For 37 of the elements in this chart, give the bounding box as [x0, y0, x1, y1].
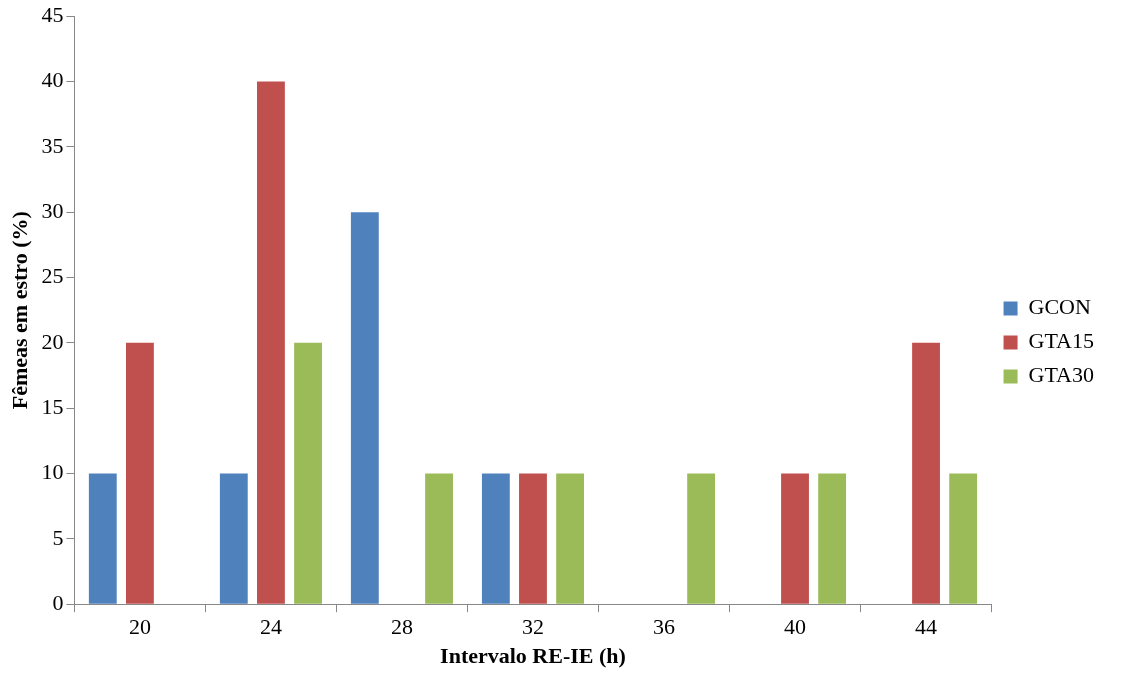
y-tick-label: 35: [41, 132, 64, 158]
x-tick-label: 24: [259, 614, 282, 640]
legend-label: GCON: [1028, 294, 1091, 320]
bar: [219, 473, 248, 604]
x-tick-label: 44: [915, 614, 938, 640]
x-tick-label: 32: [521, 614, 544, 640]
bar: [949, 473, 978, 604]
bar: [556, 473, 585, 604]
x-tick-label: 20: [128, 614, 151, 640]
y-tick-label: 10: [41, 459, 64, 485]
bar: [687, 473, 716, 604]
legend-label: GTA15: [1028, 328, 1094, 354]
bar: [481, 473, 510, 604]
bar: [912, 342, 940, 604]
bar: [425, 473, 453, 604]
bar: [818, 473, 847, 604]
y-tick-label: 25: [41, 263, 64, 289]
y-tick-label: 40: [41, 67, 64, 93]
bar: [257, 81, 285, 604]
bar: [88, 473, 117, 604]
x-tick-label: 40: [784, 614, 807, 640]
y-tick-label: 15: [41, 393, 64, 419]
y-tick-label: 30: [41, 197, 64, 223]
x-tick-label: 28: [390, 614, 413, 640]
y-tick-label: 45: [41, 1, 64, 27]
bar: [781, 473, 809, 604]
y-tick-label: 20: [41, 328, 64, 354]
bar: [350, 212, 379, 604]
y-tick-label: 0: [52, 589, 64, 615]
y-tick-label: 5: [52, 524, 64, 550]
y-axis-title: Fêmeas em estro (%): [6, 211, 32, 410]
bar: [519, 473, 547, 604]
bar: [294, 342, 322, 604]
legend-label: GTA30: [1028, 362, 1094, 388]
x-tick-label: 36: [653, 614, 675, 640]
x-axis-title: Intervalo RE-IE (h): [440, 643, 626, 669]
bar: [125, 342, 154, 604]
